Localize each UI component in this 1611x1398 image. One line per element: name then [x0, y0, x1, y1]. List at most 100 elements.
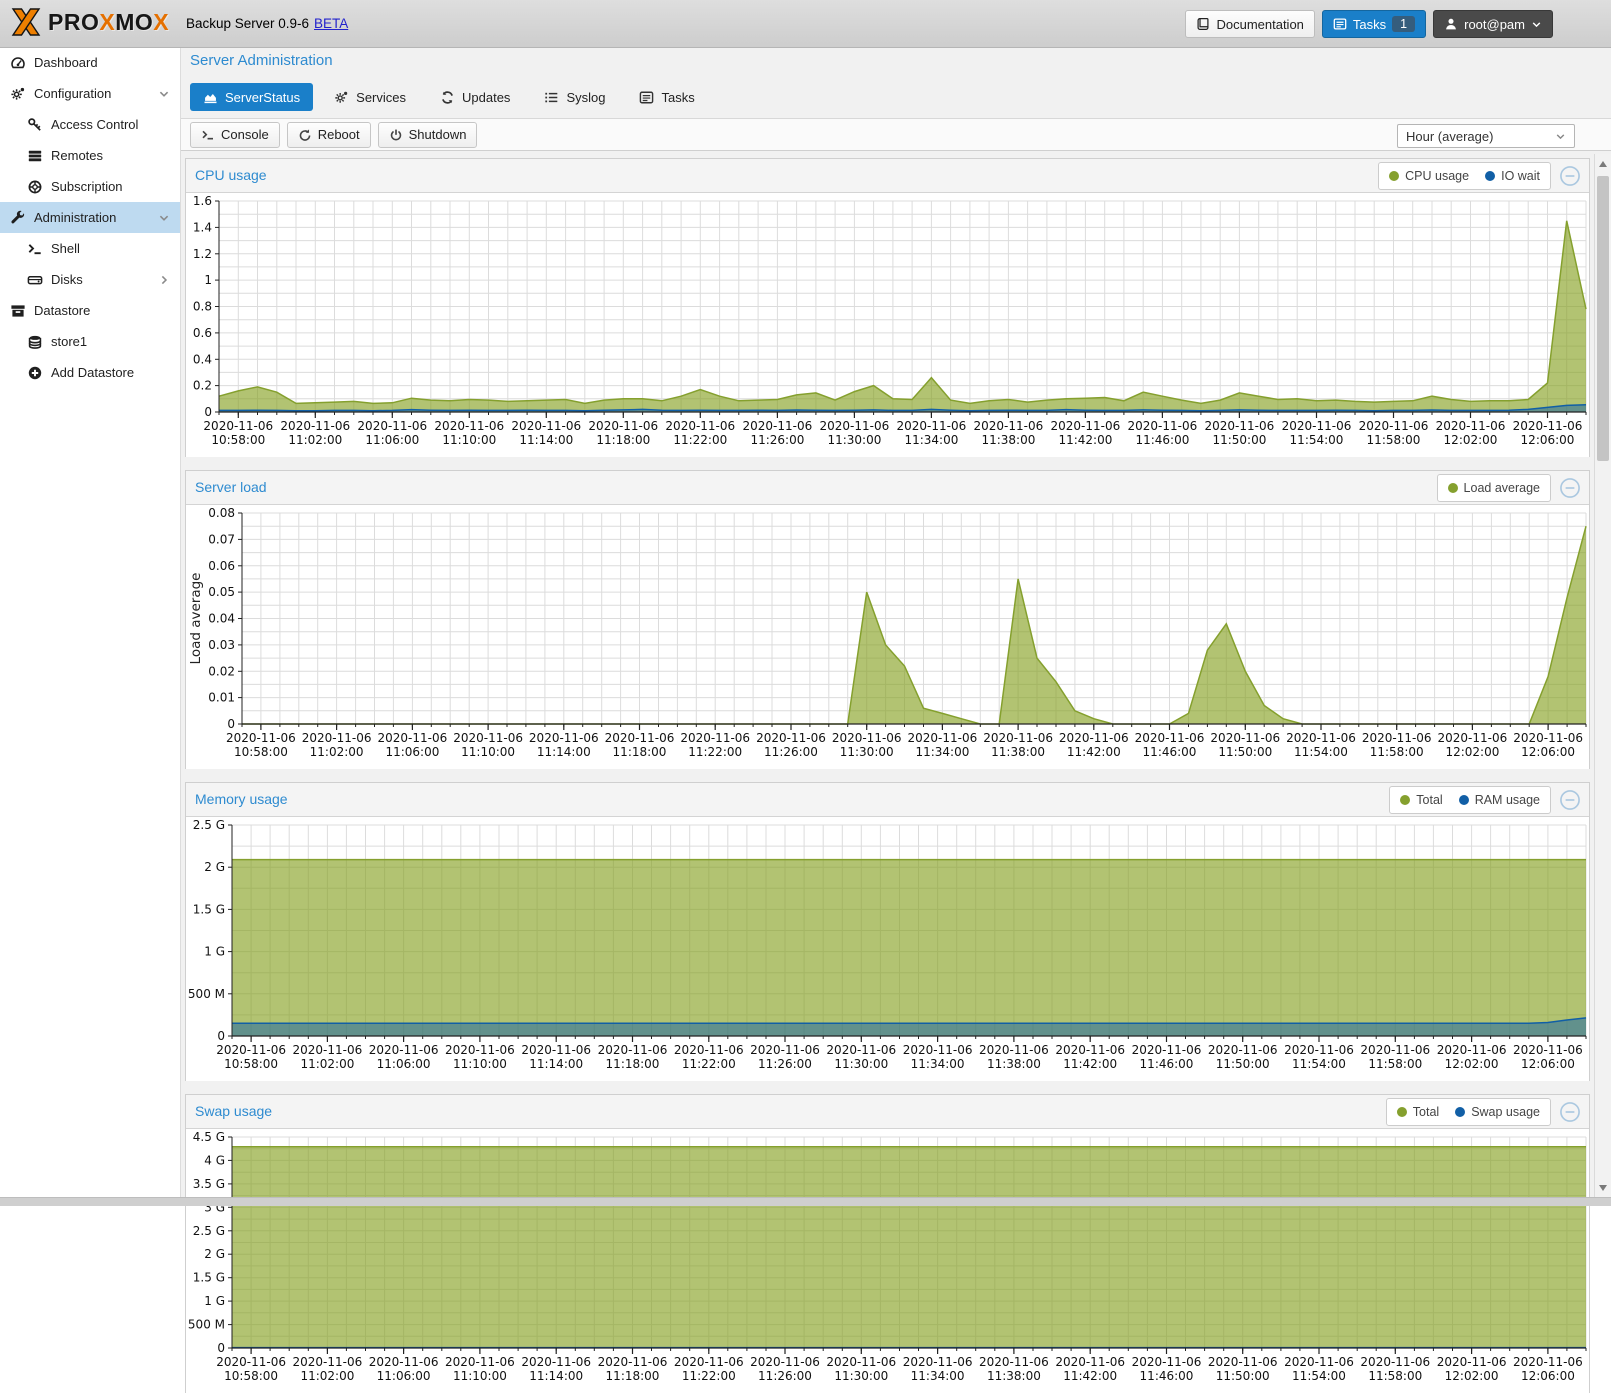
svg-text:11:46:00: 11:46:00 — [1135, 433, 1189, 447]
svg-text:0.08: 0.08 — [208, 506, 235, 520]
beta-link[interactable]: BETA — [314, 16, 348, 31]
proxmox-x-icon — [8, 5, 44, 39]
svg-text:11:10:00: 11:10:00 — [461, 745, 515, 759]
sidebar-item-subscription[interactable]: Subscription — [0, 171, 180, 202]
svg-text:11:38:00: 11:38:00 — [987, 1369, 1041, 1383]
key-icon — [27, 117, 43, 133]
svg-text:0: 0 — [227, 717, 235, 731]
legend-item-cpu-usage[interactable]: CPU usage — [1389, 169, 1469, 183]
tab-updates[interactable]: Updates — [427, 83, 523, 111]
legend-item-swap-usage[interactable]: Swap usage — [1455, 1105, 1540, 1119]
legend-item-total[interactable]: Total — [1397, 1105, 1439, 1119]
svg-text:2020-11-06: 2020-11-06 — [1282, 419, 1352, 433]
scrollbar-thumb[interactable] — [1597, 176, 1609, 461]
legend-item-io-wait[interactable]: IO wait — [1485, 169, 1540, 183]
collapse-icon[interactable] — [1559, 789, 1581, 811]
sidebar-item-access-control[interactable]: Access Control — [0, 109, 180, 140]
tab-syslog[interactable]: Syslog — [531, 83, 618, 111]
svg-text:1 G: 1 G — [204, 945, 225, 959]
tasks-count-badge: 1 — [1392, 16, 1415, 32]
panel-title: Swap usage — [195, 1103, 272, 1119]
time-range-select[interactable]: Hour (average) — [1397, 124, 1575, 148]
svg-text:2020-11-06: 2020-11-06 — [302, 731, 372, 745]
svg-text:11:18:00: 11:18:00 — [596, 433, 650, 447]
svg-text:2020-11-06: 2020-11-06 — [826, 1043, 896, 1057]
svg-text:2020-11-06: 2020-11-06 — [378, 731, 448, 745]
terminal-icon — [27, 241, 43, 257]
svg-text:1.5 G: 1.5 G — [193, 1271, 225, 1285]
legend-item-ram-usage[interactable]: RAM usage — [1459, 793, 1540, 807]
sidebar-item-remotes[interactable]: Remotes — [0, 140, 180, 171]
svg-text:0.05: 0.05 — [208, 585, 235, 599]
svg-text:2020-11-06: 2020-11-06 — [820, 419, 890, 433]
svg-text:11:30:00: 11:30:00 — [840, 745, 894, 759]
sidebar-item-add-datastore[interactable]: Add Datastore — [0, 357, 180, 388]
collapse-icon[interactable] — [1559, 477, 1581, 499]
shutdown-button[interactable]: Shutdown — [378, 122, 478, 148]
svg-text:2020-11-06: 2020-11-06 — [1437, 1355, 1507, 1369]
scroll-up-arrow[interactable] — [1595, 156, 1611, 172]
svg-text:1.2: 1.2 — [193, 247, 212, 261]
tasks-button[interactable]: Tasks 1 — [1322, 10, 1426, 38]
svg-text:2020-11-06: 2020-11-06 — [1128, 419, 1198, 433]
collapse-icon[interactable] — [1559, 1101, 1581, 1123]
svg-text:2020-11-06: 2020-11-06 — [280, 419, 350, 433]
list-icon — [544, 90, 559, 105]
app-subtitle: Backup Server 0.9-6 — [186, 16, 309, 31]
reboot-button[interactable]: Reboot — [287, 122, 371, 148]
sidebar-item-datastore[interactable]: Datastore — [0, 295, 180, 326]
database-icon — [27, 334, 43, 350]
svg-text:2020-11-06: 2020-11-06 — [445, 1355, 515, 1369]
horizontal-scrollbar[interactable] — [0, 1197, 1611, 1206]
svg-text:1 G: 1 G — [204, 1294, 225, 1308]
svg-text:11:22:00: 11:22:00 — [688, 745, 742, 759]
tab-services[interactable]: Services — [321, 83, 419, 111]
svg-text:2020-11-06: 2020-11-06 — [680, 731, 750, 745]
sidebar-item-configuration[interactable]: Configuration — [0, 78, 180, 109]
chevron-down-icon — [156, 212, 172, 224]
sidebar-item-store1[interactable]: store1 — [0, 326, 180, 357]
svg-text:12:02:00: 12:02:00 — [1444, 433, 1498, 447]
svg-text:11:02:00: 11:02:00 — [300, 1369, 354, 1383]
svg-text:2020-11-06: 2020-11-06 — [369, 1043, 439, 1057]
svg-text:2020-11-06: 2020-11-06 — [1284, 1043, 1354, 1057]
console-button[interactable]: Console — [190, 122, 280, 148]
panel-title: CPU usage — [195, 167, 267, 183]
sidebar-item-shell[interactable]: Shell — [0, 233, 180, 264]
svg-text:11:34:00: 11:34:00 — [915, 745, 969, 759]
collapse-icon[interactable] — [1559, 165, 1581, 187]
tab-serverstatus[interactable]: ServerStatus — [190, 83, 313, 111]
svg-text:2020-11-06: 2020-11-06 — [1208, 1043, 1278, 1057]
svg-text:2020-11-06: 2020-11-06 — [903, 1043, 973, 1057]
svg-text:11:10:00: 11:10:00 — [442, 433, 496, 447]
svg-text:2020-11-06: 2020-11-06 — [1132, 1043, 1202, 1057]
svg-text:11:46:00: 11:46:00 — [1140, 1057, 1194, 1071]
svg-text:11:38:00: 11:38:00 — [987, 1057, 1041, 1071]
legend-item-total[interactable]: Total — [1400, 793, 1442, 807]
svg-text:11:30:00: 11:30:00 — [827, 433, 881, 447]
svg-text:12:06:00: 12:06:00 — [1521, 745, 1575, 759]
tab-tasks[interactable]: Tasks — [626, 83, 707, 111]
legend-item-load-average[interactable]: Load average — [1448, 481, 1540, 495]
sidebar-item-dashboard[interactable]: Dashboard — [0, 47, 180, 78]
user-menu-button[interactable]: root@pam — [1433, 10, 1553, 38]
svg-text:4.5 G: 4.5 G — [193, 1130, 225, 1144]
scroll-down-arrow[interactable] — [1595, 1180, 1611, 1196]
box-archive-icon — [10, 303, 26, 319]
documentation-button[interactable]: Documentation — [1185, 10, 1314, 38]
panel-header: Memory usage Total RAM usage — [186, 783, 1589, 817]
svg-text:2020-11-06: 2020-11-06 — [216, 1355, 286, 1369]
svg-text:11:26:00: 11:26:00 — [758, 1369, 812, 1383]
vertical-scrollbar[interactable] — [1594, 154, 1611, 1198]
svg-text:10:58:00: 10:58:00 — [211, 433, 265, 447]
svg-text:10:58:00: 10:58:00 — [224, 1369, 278, 1383]
chevron-down-icon — [1555, 131, 1566, 142]
sidebar-item-disks[interactable]: Disks — [0, 264, 180, 295]
svg-text:11:22:00: 11:22:00 — [682, 1369, 736, 1383]
svg-text:2020-11-06: 2020-11-06 — [826, 1355, 896, 1369]
chart-legend: Total RAM usage — [1389, 786, 1551, 814]
svg-text:2020-11-06: 2020-11-06 — [293, 1043, 363, 1057]
sidebar-item-administration[interactable]: Administration — [0, 202, 180, 233]
